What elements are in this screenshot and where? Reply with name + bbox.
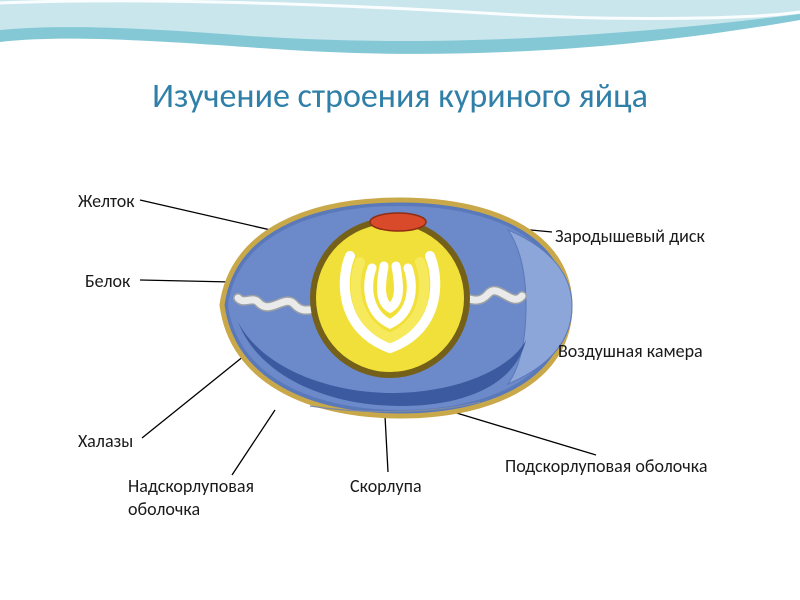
label-inner-membrane: Подскорлуповая оболочка [505, 455, 707, 478]
label-yolk: Желток [78, 190, 135, 213]
label-air-cell: Воздушная камера [558, 340, 703, 363]
label-albumen: Белок [85, 270, 130, 293]
slide: Изучение строения куриного яйца [0, 0, 800, 600]
label-germ-disc: Зародышевый диск [555, 225, 705, 248]
egg-diagram [0, 0, 800, 600]
label-shell: Скорлупа [350, 475, 422, 498]
label-chalazae: Халазы [78, 430, 133, 453]
label-outer-membrane: Надскорлуповаяоболочка [128, 475, 254, 520]
